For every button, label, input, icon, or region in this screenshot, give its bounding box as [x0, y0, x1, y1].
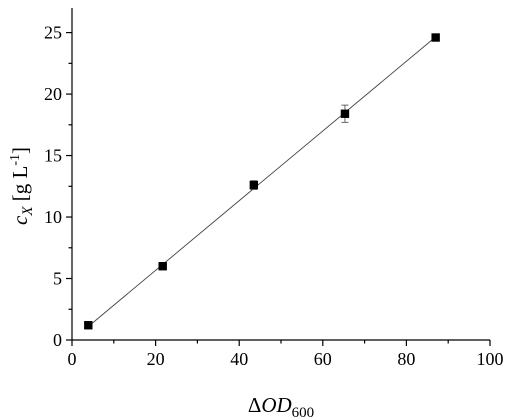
y-tick-label: 20: [44, 84, 62, 104]
x-tick-label: 100: [477, 349, 504, 369]
y-tick-label: 15: [44, 146, 62, 166]
axes-group: 0 20 40 60 80 100 0 5 10 15 20 25: [44, 8, 504, 369]
points-group: [84, 33, 440, 330]
data-point: [249, 180, 259, 190]
y-tick-label: 0: [53, 330, 62, 350]
y-axis-title: cX [g L-1]: [8, 147, 36, 225]
x-tick-label: 80: [397, 349, 415, 369]
data-point: [158, 262, 167, 271]
x-tick-label: 60: [314, 349, 332, 369]
y-tick-label: 10: [44, 207, 62, 227]
x-axis-title: ΔOD600: [248, 393, 314, 420]
fit-line: [88, 36, 436, 327]
y-tick-label: 25: [44, 23, 62, 43]
data-point: [340, 109, 350, 118]
data-point: [84, 321, 93, 330]
x-tick-label: 40: [230, 349, 248, 369]
y-tick-label: 5: [53, 269, 62, 289]
x-tick-label: 20: [147, 349, 165, 369]
data-point: [431, 33, 440, 42]
fit-group: [88, 36, 436, 327]
x-tick-label: 0: [68, 349, 77, 369]
